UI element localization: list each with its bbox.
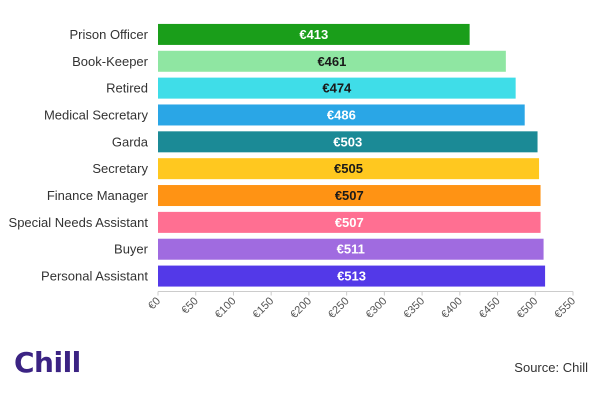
x-tick-label: €500 <box>515 295 541 321</box>
category-label: Book-Keeper <box>72 54 149 69</box>
category-label: Buyer <box>114 242 149 257</box>
x-tick-label: €300 <box>364 295 390 321</box>
bar <box>158 104 525 126</box>
category-label: Prison Officer <box>69 27 148 42</box>
bar <box>158 131 538 153</box>
bar <box>158 77 516 99</box>
bar <box>158 211 541 233</box>
x-tick-label: €50 <box>179 295 200 316</box>
chill-logo: Chill <box>14 346 81 379</box>
bar <box>158 158 540 180</box>
x-tick-label: €250 <box>326 295 352 321</box>
x-tick-label: €350 <box>401 295 427 321</box>
x-tick-label: €100 <box>213 295 239 321</box>
bar <box>158 185 541 207</box>
x-tick-label: €400 <box>439 295 465 321</box>
value-label: €486 <box>327 107 356 122</box>
x-tick-label: €150 <box>251 295 277 321</box>
value-label: €474 <box>322 81 352 96</box>
value-label: €413 <box>299 27 328 42</box>
x-tick-label: €450 <box>477 295 503 321</box>
category-label: Special Needs Assistant <box>9 215 149 230</box>
x-tick-label: €0 <box>146 295 163 312</box>
category-label: Personal Assistant <box>41 269 148 284</box>
category-label: Secretary <box>92 161 148 176</box>
value-label: €461 <box>317 54 346 69</box>
category-label: Finance Manager <box>47 188 149 203</box>
category-label: Medical Secretary <box>44 107 149 122</box>
bar <box>158 265 546 287</box>
x-tick-label: €550 <box>552 295 578 321</box>
value-label: €507 <box>335 188 364 203</box>
category-label: Garda <box>112 134 149 149</box>
source-note: Source: Chill <box>514 360 588 375</box>
value-label: €505 <box>334 161 363 176</box>
x-tick-label: €200 <box>288 295 314 321</box>
bar <box>158 238 544 260</box>
value-label: €511 <box>337 242 365 257</box>
value-label: €513 <box>337 269 366 284</box>
category-label: Retired <box>106 81 148 96</box>
value-label: €507 <box>335 215 364 230</box>
value-label: €503 <box>333 134 362 149</box>
bar-chart: Prison Officer €413 Book-Keeper €461 Retired… <box>9 23 578 321</box>
bar <box>158 23 470 45</box>
bar <box>158 50 506 72</box>
